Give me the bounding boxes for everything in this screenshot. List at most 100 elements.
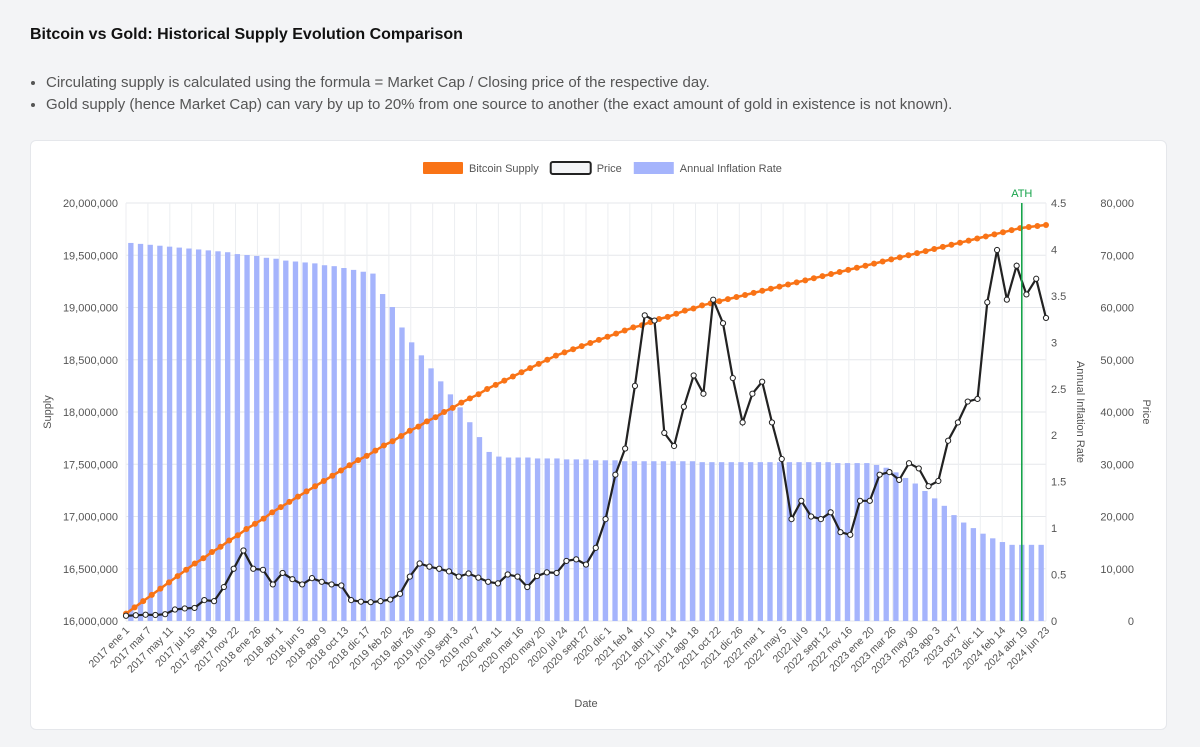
supply-point — [501, 377, 508, 384]
inflation-bar — [709, 462, 715, 621]
inflation-bar — [902, 477, 909, 621]
supply-point — [191, 560, 198, 567]
supply-point — [991, 231, 998, 238]
supply-point — [183, 566, 190, 573]
price-point — [269, 581, 276, 588]
inflation-bar — [360, 271, 366, 621]
supply-point — [208, 549, 215, 556]
price-point — [142, 611, 149, 618]
supply-point — [234, 532, 241, 539]
price-point — [905, 460, 913, 467]
supply-point — [828, 271, 835, 278]
inflation-bar — [931, 498, 938, 621]
inflation-bar — [486, 451, 492, 621]
inflation-bar — [467, 422, 473, 621]
supply-point — [140, 598, 147, 605]
inflation-bar — [641, 461, 647, 621]
supply-point — [466, 395, 473, 402]
inflation-bar — [728, 462, 734, 621]
supply-point — [535, 360, 542, 367]
supply-point — [1025, 224, 1032, 231]
inflation-bar — [583, 459, 589, 621]
price-point — [357, 598, 364, 605]
supply-point — [974, 235, 981, 242]
supply-tick-label: 17,500,000 — [63, 459, 118, 471]
supply-point — [896, 254, 903, 261]
price-point — [817, 516, 824, 523]
price-point — [220, 583, 227, 591]
price-point — [1003, 296, 1010, 303]
price-tick-label: 40,000 — [1100, 407, 1134, 419]
supply-point — [286, 498, 293, 505]
inflation-bar — [922, 490, 928, 621]
inflation-bar — [215, 251, 221, 621]
chart-card: ATH 16,000,000 16,500,000 17,000,000 17,500… — [30, 140, 1167, 730]
price-point — [475, 574, 482, 581]
legend[interactable]: Bitcoin Supply Price Annual Inflation Rate — [423, 161, 782, 175]
price-point — [250, 565, 257, 572]
annotations: ATH — [1011, 188, 1032, 621]
price-point — [1042, 314, 1050, 322]
price-point — [387, 596, 394, 603]
supply-point — [845, 266, 852, 273]
price-point — [1013, 262, 1020, 269]
price-point — [573, 556, 580, 563]
inflation-bar — [815, 462, 822, 621]
supply-point — [802, 277, 809, 284]
inflation-bar — [147, 244, 153, 622]
ath-label: ATH — [1011, 188, 1032, 200]
supply-point — [914, 250, 921, 257]
inflation-bar — [302, 262, 308, 621]
price-point — [485, 578, 492, 585]
supply-point — [518, 369, 525, 376]
supply-point — [664, 313, 671, 320]
price-point — [543, 569, 550, 576]
supply-point — [767, 285, 774, 292]
inflation-bar — [835, 463, 841, 621]
price-point — [338, 582, 345, 589]
inflation-bar — [796, 462, 802, 621]
supply-point — [1043, 221, 1049, 228]
inflation-bar — [951, 515, 957, 621]
price-point — [935, 477, 942, 485]
inflation-bar — [476, 437, 483, 621]
price-point — [661, 429, 668, 436]
price-point — [367, 599, 374, 606]
inflation-bar — [244, 255, 250, 622]
price-point — [436, 565, 443, 572]
supply-point — [982, 233, 989, 240]
supply-point — [148, 591, 155, 598]
price-point — [876, 471, 883, 478]
inflation-bar — [283, 260, 289, 621]
supply-point — [724, 296, 731, 303]
inflation-bar — [515, 457, 521, 621]
supply-point — [819, 273, 826, 280]
supply-point — [561, 349, 568, 356]
inflation-tick-label: 3 — [1051, 337, 1057, 349]
inflation-bar — [1028, 544, 1035, 621]
supply-point — [423, 418, 430, 425]
price-point — [670, 442, 678, 450]
inflation-bar — [912, 483, 918, 621]
price-point — [592, 544, 599, 551]
price-point — [984, 299, 991, 306]
supply-point — [294, 493, 301, 500]
supply-tick-label: 17,000,000 — [63, 512, 118, 524]
supply-point — [415, 423, 422, 430]
price-point — [181, 605, 188, 612]
supply-point — [673, 310, 680, 317]
price-point — [915, 465, 922, 472]
supply-point — [742, 291, 749, 298]
price-point — [122, 612, 130, 619]
supply-point — [484, 386, 491, 393]
supply-point — [449, 404, 456, 411]
supply-point — [269, 509, 276, 516]
inflation-bar — [757, 462, 763, 621]
price-point — [132, 612, 139, 619]
supply-point — [948, 241, 955, 248]
inflation-tick-label: 1.5 — [1051, 477, 1066, 489]
supply-point — [492, 381, 499, 388]
price-point — [171, 606, 179, 613]
price-point — [406, 573, 413, 580]
inflation-bar — [961, 522, 967, 621]
